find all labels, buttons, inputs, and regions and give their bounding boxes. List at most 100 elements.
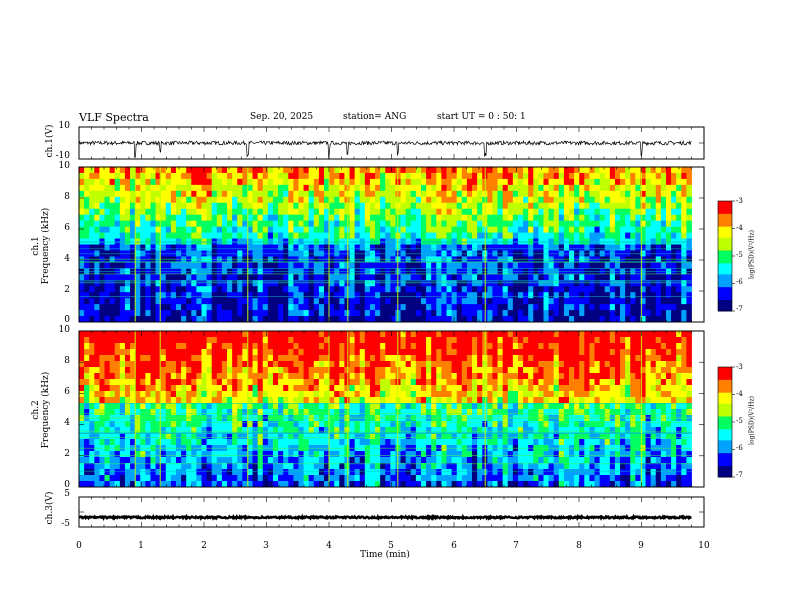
spectrogram-cell bbox=[533, 190, 539, 198]
spectrogram-cell bbox=[477, 367, 483, 374]
spectrogram-cell bbox=[186, 167, 192, 174]
spectrogram-cell bbox=[201, 298, 207, 305]
spectrogram-cell bbox=[558, 397, 565, 404]
spectrogram-cell bbox=[318, 355, 325, 362]
spectrogram-cell bbox=[364, 256, 371, 263]
spectrogram-cell bbox=[293, 226, 299, 233]
spectrogram-cell bbox=[160, 184, 167, 192]
spectrogram-cell bbox=[507, 244, 514, 251]
spectrogram-cell bbox=[569, 232, 575, 239]
spectrogram-cell bbox=[599, 331, 606, 338]
spectrogram-cell bbox=[175, 373, 182, 380]
spectrogram-cell bbox=[676, 397, 682, 404]
spectrogram-cell bbox=[681, 172, 687, 180]
spectrogram-cell bbox=[150, 274, 156, 281]
spectrogram-cell bbox=[216, 343, 223, 350]
spectrogram-cell bbox=[262, 343, 269, 350]
spectrogram-cell bbox=[512, 202, 519, 210]
spectrogram-cell bbox=[431, 274, 437, 281]
spectrogram-cell bbox=[553, 232, 560, 239]
spectrogram-cell bbox=[196, 256, 202, 263]
spectrogram-cell bbox=[293, 409, 299, 416]
spectrogram-cell bbox=[390, 208, 396, 216]
spectrogram-cell bbox=[426, 178, 432, 186]
spectrogram-cell bbox=[206, 190, 213, 198]
spectrogram-cell bbox=[119, 274, 126, 281]
spectrogram-cell bbox=[89, 190, 95, 198]
spectrogram-cell bbox=[89, 337, 95, 344]
spectrogram-cell bbox=[334, 337, 340, 344]
spectrogram-cell bbox=[237, 274, 243, 281]
spectrogram-cell bbox=[191, 337, 197, 344]
spectrogram-cell bbox=[385, 232, 391, 239]
spectrogram-cell bbox=[339, 331, 345, 338]
spectrogram-cell bbox=[655, 256, 662, 263]
spectrogram-cell bbox=[196, 214, 202, 222]
spectrogram-cell bbox=[339, 343, 345, 350]
spectrogram-cell bbox=[79, 316, 85, 323]
spectrogram-cell bbox=[645, 298, 652, 305]
spectrogram-cell bbox=[502, 298, 509, 305]
spectrogram-cell bbox=[140, 256, 146, 263]
spectrogram-cell bbox=[186, 379, 192, 386]
spectrogram-cell bbox=[497, 316, 504, 323]
spectrogram-cell bbox=[288, 403, 294, 410]
spectrogram-cell bbox=[160, 214, 167, 222]
spectrogram-cell bbox=[410, 220, 417, 228]
spectrogram-cell bbox=[257, 280, 264, 287]
spectrogram-cell bbox=[252, 286, 259, 293]
spectrogram-cell bbox=[109, 391, 116, 398]
spectrogram-cell bbox=[553, 343, 560, 350]
spectrogram-cell bbox=[650, 232, 657, 239]
spectrogram-cell bbox=[272, 409, 279, 416]
spectrogram-cell bbox=[548, 244, 555, 251]
spectrogram-cell bbox=[436, 214, 442, 222]
spectrogram-cell bbox=[298, 385, 304, 392]
spectrogram-cell bbox=[252, 310, 259, 317]
spectrogram-cell bbox=[676, 391, 682, 398]
spectrogram-cell bbox=[487, 226, 493, 233]
spectrogram-cell bbox=[140, 397, 146, 404]
spectrogram-cell bbox=[660, 214, 667, 222]
spectrogram-cell bbox=[267, 367, 274, 374]
spectrogram-cell bbox=[436, 292, 442, 299]
spectrogram-cell bbox=[558, 331, 565, 338]
spectrogram-cell bbox=[405, 208, 412, 216]
spectrogram-cell bbox=[221, 184, 228, 192]
spectrogram-cell bbox=[507, 274, 514, 281]
spectrogram-cell bbox=[380, 196, 386, 204]
spectrogram-cell bbox=[232, 304, 238, 311]
spectrogram-cell bbox=[420, 367, 427, 374]
spectrogram-cell bbox=[191, 244, 197, 251]
spectrogram-cell bbox=[364, 190, 371, 198]
spectrogram-cell bbox=[145, 220, 151, 228]
spectrogram-cell bbox=[415, 208, 422, 216]
spectrogram-cell bbox=[502, 256, 509, 263]
spectrogram-cell bbox=[609, 178, 616, 186]
spectrogram-cell bbox=[477, 292, 483, 299]
spectrogram-cell bbox=[109, 361, 116, 368]
spectrogram-cell bbox=[165, 262, 172, 269]
spectrogram-cell bbox=[364, 337, 371, 344]
spectrogram-cell bbox=[155, 167, 162, 174]
spectrogram-cell bbox=[472, 196, 478, 204]
spectrogram-cell bbox=[175, 232, 182, 239]
spectrogram-cell bbox=[655, 385, 662, 392]
spectrogram-cell bbox=[242, 256, 248, 263]
spectrogram-cell bbox=[563, 310, 570, 317]
spectrogram-cell bbox=[145, 373, 151, 380]
spectrogram-cell bbox=[502, 367, 509, 374]
spectrogram-cell bbox=[472, 397, 478, 404]
spectrogram-cell bbox=[446, 262, 452, 269]
spectrogram-cell bbox=[211, 202, 218, 210]
spectrogram-cell bbox=[620, 178, 626, 186]
spectrogram-cell bbox=[318, 256, 325, 263]
spectrogram-cell bbox=[109, 349, 116, 356]
spectrogram-cell bbox=[124, 214, 131, 222]
spectrogram-cell bbox=[477, 256, 483, 263]
spectrogram-cell bbox=[145, 178, 151, 186]
spectrogram-cell bbox=[298, 208, 304, 216]
spectrogram-cell bbox=[517, 226, 524, 233]
spectrogram-cell bbox=[329, 391, 335, 398]
spectrogram-cell bbox=[318, 331, 325, 338]
